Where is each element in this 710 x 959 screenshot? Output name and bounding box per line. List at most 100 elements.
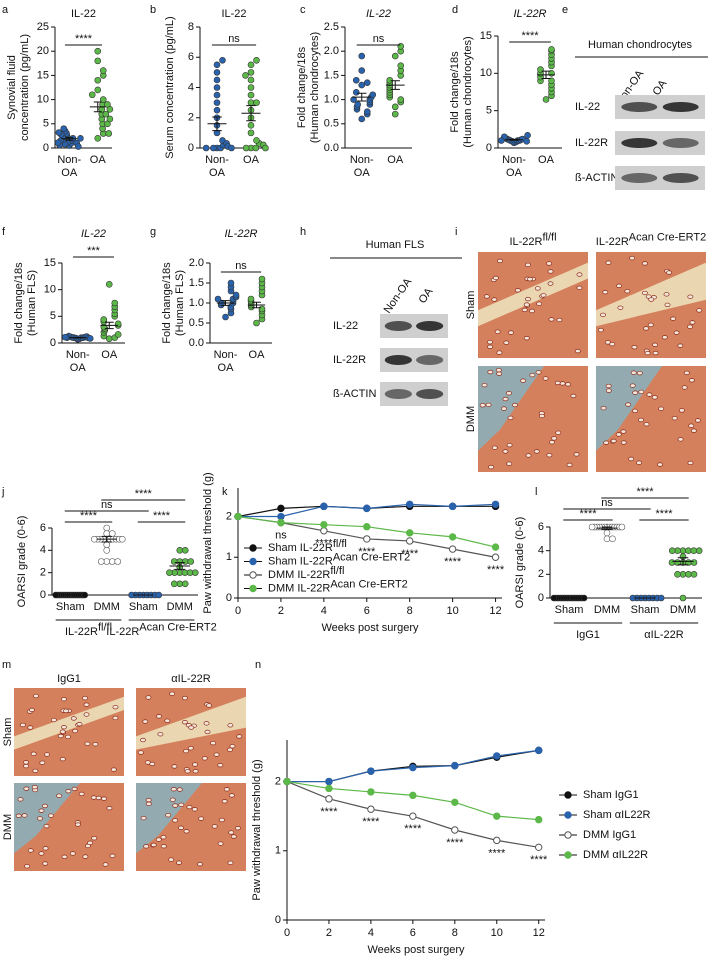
cell <box>620 429 627 434</box>
cell <box>576 272 583 277</box>
column-label: IgG1 <box>57 673 81 685</box>
cell <box>76 721 83 727</box>
blot-band <box>621 173 658 183</box>
significance-label: **** <box>488 847 506 859</box>
joint-space <box>136 696 246 750</box>
y-axis-label: Fold change/18s <box>161 262 173 344</box>
y-tick-label: 6 <box>40 522 46 534</box>
cell <box>525 296 531 302</box>
row-label: Sham <box>465 291 477 320</box>
x-tick-label: 4 <box>321 605 327 617</box>
y-tick-label: 6 <box>188 51 194 63</box>
significance-label: ns <box>235 260 247 272</box>
cell <box>223 787 230 792</box>
x-tick-label: 6 <box>410 927 416 939</box>
cell <box>683 370 690 375</box>
data-point <box>103 530 111 537</box>
cell <box>620 440 627 445</box>
cell <box>43 823 50 829</box>
cell <box>188 725 195 730</box>
cell <box>658 406 665 411</box>
cell <box>625 402 632 407</box>
y-tick-label: 0 <box>538 592 544 604</box>
cell <box>227 860 234 865</box>
cell <box>227 723 234 728</box>
cell <box>605 388 612 393</box>
fibrous-tissue <box>136 783 202 854</box>
data-point <box>535 746 543 755</box>
cell <box>609 341 616 347</box>
cell <box>664 302 671 308</box>
x-tick-label: Sham <box>555 604 584 616</box>
data-point <box>493 752 501 760</box>
cell <box>156 714 162 719</box>
cell <box>546 261 553 266</box>
y-tick-label: 0 <box>188 142 194 154</box>
data-point <box>88 91 96 99</box>
cell <box>157 732 164 737</box>
cell <box>605 260 612 265</box>
significance-label: **** <box>655 508 673 520</box>
data-point <box>491 500 500 508</box>
data-point <box>181 547 189 554</box>
data-point <box>242 72 249 79</box>
legend-label-sup: fl/fl <box>330 565 344 577</box>
column-label: IL-22R <box>509 236 542 248</box>
data-point <box>106 105 114 113</box>
data-point <box>103 524 111 532</box>
data-point <box>391 110 399 118</box>
x-tick-label: OA <box>90 154 107 166</box>
cell <box>559 381 566 386</box>
blot-band <box>416 321 444 331</box>
row-label: IL-22R <box>333 354 366 366</box>
cell <box>600 405 607 411</box>
cell <box>82 695 89 701</box>
data-point <box>210 144 217 152</box>
data-point <box>668 547 676 554</box>
panel-letter: h <box>300 226 306 238</box>
data-point <box>253 137 260 144</box>
cell <box>488 464 495 470</box>
data-point <box>358 67 366 74</box>
sem-bar <box>246 105 256 122</box>
y-tick-label: 0.0 <box>324 142 339 154</box>
data-point <box>234 512 242 521</box>
y-tick-label: 0 <box>486 142 492 154</box>
x-tick-label: 0 <box>235 605 241 617</box>
panel-letter: b <box>150 4 156 16</box>
cell <box>648 297 655 302</box>
y-tick-label: 1.0 <box>324 94 339 106</box>
data-point <box>214 295 222 303</box>
legend-marker <box>564 851 572 859</box>
cell <box>183 748 189 754</box>
data-point <box>493 836 501 845</box>
data-point <box>213 91 221 99</box>
data-point <box>588 523 596 531</box>
cell <box>38 808 45 813</box>
y-tick-label: 10 <box>37 94 49 106</box>
x-tick-label: 0 <box>284 927 290 939</box>
cell <box>538 413 545 419</box>
cell <box>576 285 583 290</box>
data-point <box>258 305 266 313</box>
cell <box>678 408 685 413</box>
cell <box>673 330 680 335</box>
data-point <box>523 137 530 145</box>
y-tick-label: 1.0 <box>189 297 204 309</box>
data-point <box>187 558 195 565</box>
data-point <box>81 591 89 599</box>
data-point <box>222 313 229 321</box>
cell <box>217 763 224 768</box>
cell <box>155 837 162 842</box>
y-tick-label: 2 <box>275 775 281 787</box>
x-tick-label: DMM <box>167 601 193 613</box>
cell <box>83 702 90 707</box>
cell <box>198 816 205 821</box>
cell <box>548 317 555 322</box>
y-axis-label: Fold change/18s <box>449 51 461 133</box>
cell <box>145 695 152 700</box>
cell <box>502 396 509 402</box>
cell <box>496 371 503 376</box>
data-point <box>253 319 260 327</box>
